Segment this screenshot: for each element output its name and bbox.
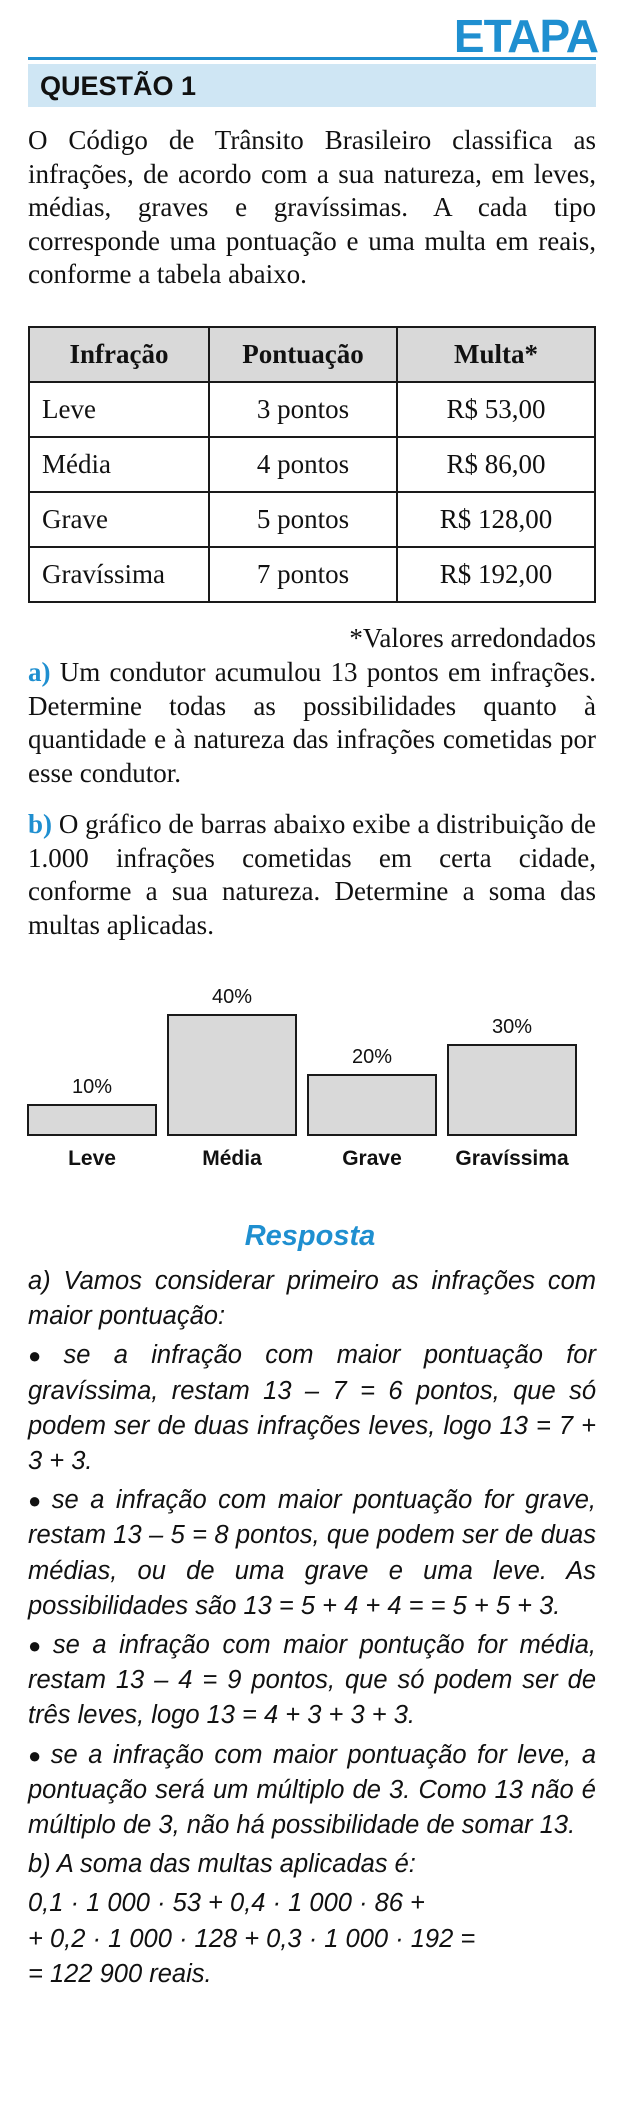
intro-paragraph: O Código de Trânsito Brasileiro classifi… (28, 125, 596, 289)
table-cell: 4 pontos (208, 436, 398, 493)
part-b-label: b) (28, 809, 53, 839)
table-row: Gravíssima 7 pontos R$ 192,00 (28, 546, 596, 603)
category-label: Grave (342, 1147, 402, 1170)
answer-line: 0,1 · 1 000 · 53 + 0,4 · 1 000 · 86 + (28, 1889, 425, 1918)
part-a-label: a) (28, 657, 51, 687)
bar-value-label: 30% (492, 1016, 532, 1038)
table-cell: 5 pontos (208, 491, 398, 548)
answer-bullet-text: se a infração com maior pontuação for gr… (28, 1341, 596, 1476)
bar-chart: 10% Leve 40% Média 20% Grave 30% Gravíssima (27, 986, 577, 1170)
table-header-row: Infração Pontuação Multa* (28, 326, 596, 383)
answer-body: a) Vamos considerar primeiro as infraçõe… (28, 1264, 596, 1992)
table-row: Grave 5 pontos R$ 128,00 (28, 491, 596, 548)
answer-bullet-item: ● se a infração com maior pontução for mé… (28, 1628, 596, 1734)
bar-value-label: 40% (212, 986, 252, 1008)
category-label: Leve (68, 1147, 116, 1170)
answer-title: Resposta (244, 1220, 376, 1252)
brand-logo: ETAPA (453, 10, 599, 62)
bullet-icon: ● (28, 1343, 58, 1369)
table-header-cell: Multa* (396, 326, 596, 383)
table-cell: Leve (28, 381, 210, 438)
table-row: Média 4 pontos R$ 86,00 (28, 436, 596, 493)
table-cell: Média (28, 436, 210, 493)
table-cell: Gravíssima (28, 546, 210, 603)
table-cell: R$ 192,00 (396, 546, 596, 603)
part-a-text: Um condutor acumulou 13 pontos em infraç… (28, 657, 596, 788)
answer-line: b) A soma das multas aplicadas é: (28, 1850, 416, 1879)
part-b-text: O gráfico de barras abaixo exibe a distr… (28, 809, 597, 940)
answer-line: a) Vamos considerar primeiro as infraçõe… (28, 1267, 596, 1331)
answer-line: + 0,2 · 1 000 · 128 + 0,3 · 1 000 · 192 … (28, 1924, 476, 1953)
bullet-icon: ● (28, 1488, 46, 1514)
table-cell: 7 pontos (208, 546, 398, 603)
bar-value-label: 10% (72, 1076, 112, 1098)
bullet-icon: ● (28, 1742, 45, 1768)
table-cell: R$ 53,00 (396, 381, 596, 438)
table-cell: R$ 128,00 (396, 491, 596, 548)
answer-bullet-text: se a infração com maior pontuação for le… (28, 1740, 597, 1840)
table-cell: Grave (28, 491, 210, 548)
table-cell: R$ 86,00 (396, 436, 596, 493)
category-label: Média (202, 1147, 262, 1170)
answer-bullet-text: se a infração com maior pontução for méd… (28, 1631, 596, 1730)
answer-bullet-item: ● se a infração com maior pontuação for l… (28, 1738, 596, 1844)
answer-bullet-text: se a infração com maior pontuação for gr… (28, 1486, 596, 1620)
table-header-cell: Infração (28, 326, 210, 383)
infractions-table: Infração Pontuação Multa* Leve 3 pontos … (28, 326, 596, 603)
bar-leve (27, 1104, 157, 1136)
bullet-icon: ● (28, 1633, 47, 1659)
question-part-a: a) Um condutor acumulou 13 pontos em inf… (28, 656, 596, 790)
answer-bullet-item: ● se a infração com maior pontuação for g… (28, 1338, 596, 1479)
bar-grave (307, 1074, 437, 1136)
brand-rule (28, 57, 596, 60)
table-row: Leve 3 pontos R$ 53,00 (28, 381, 596, 438)
answer-line: = 122 900 reais. (28, 1959, 212, 1988)
table-cell: 3 pontos (208, 381, 398, 438)
question-part-b: b) O gráfico de barras abaixo exibe a di… (28, 808, 596, 942)
bar-value-label: 20% (352, 1046, 392, 1068)
table-header-cell: Pontuação (208, 326, 398, 383)
question-title: QUESTÃO 1 (40, 71, 197, 101)
table-footnote: *Valores arredondados (349, 623, 596, 653)
answer-bullet-item: ● se a infração com maior pontuação for g… (28, 1483, 596, 1624)
bar-gravíssima (447, 1044, 577, 1136)
question-header-band (28, 64, 596, 107)
bar-média (167, 1014, 297, 1136)
category-label: Gravíssima (455, 1147, 569, 1170)
